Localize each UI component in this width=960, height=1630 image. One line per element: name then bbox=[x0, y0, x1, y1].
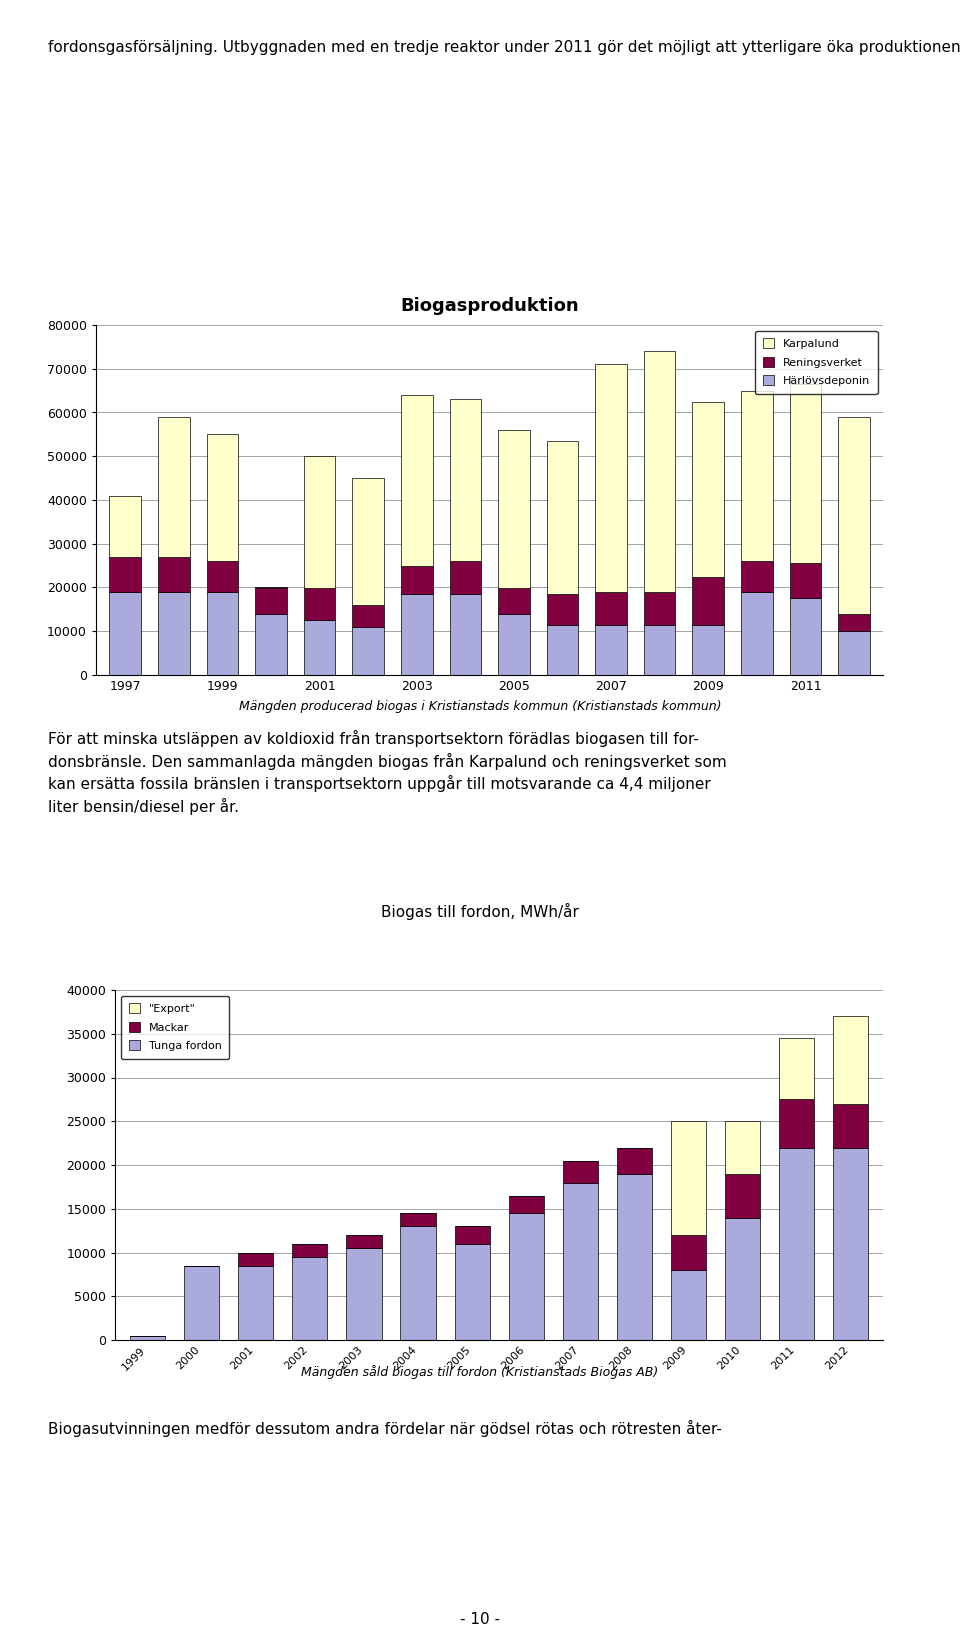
Bar bbox=[130, 1335, 165, 1340]
Bar bbox=[644, 624, 676, 675]
Bar bbox=[449, 399, 481, 561]
Text: - 10 -: - 10 - bbox=[460, 1612, 500, 1627]
Bar bbox=[401, 593, 433, 675]
Bar bbox=[158, 417, 189, 557]
Bar bbox=[206, 434, 238, 561]
Bar bbox=[400, 1226, 436, 1340]
Bar bbox=[303, 587, 335, 621]
Bar bbox=[741, 391, 773, 561]
Bar bbox=[184, 1265, 219, 1340]
Bar bbox=[546, 624, 578, 675]
Bar bbox=[449, 593, 481, 675]
Bar bbox=[206, 592, 238, 675]
Bar bbox=[109, 557, 141, 592]
Bar bbox=[238, 1252, 274, 1265]
Bar bbox=[293, 1244, 327, 1257]
Text: Mängden producerad biogas i Kristianstads kommun (Kristianstads kommun): Mängden producerad biogas i Kristianstad… bbox=[239, 699, 721, 712]
Bar bbox=[563, 1161, 598, 1182]
Text: Biogas till fordon, MWh/år: Biogas till fordon, MWh/år bbox=[381, 903, 579, 919]
Bar bbox=[109, 496, 141, 557]
Bar bbox=[455, 1226, 490, 1244]
Text: För att minska utsläppen av koldioxid från transportsektorn förädlas biogasen ti: För att minska utsläppen av koldioxid fr… bbox=[48, 730, 727, 815]
Bar bbox=[692, 577, 724, 624]
Bar bbox=[303, 456, 335, 587]
Bar bbox=[238, 1265, 274, 1340]
Bar bbox=[838, 631, 870, 675]
Bar bbox=[546, 442, 578, 593]
Bar bbox=[790, 598, 821, 675]
Bar bbox=[303, 621, 335, 675]
Text: fordonsgasförsäljning. Utbyggnaden med en tredje reaktor under 2011 gör det möjl: fordonsgasförsäljning. Utbyggnaden med e… bbox=[48, 41, 960, 55]
Bar bbox=[780, 1099, 814, 1148]
Bar bbox=[741, 561, 773, 592]
Bar bbox=[595, 624, 627, 675]
Legend: "Export", Mackar, Tunga fordon: "Export", Mackar, Tunga fordon bbox=[121, 996, 229, 1060]
Bar bbox=[255, 587, 287, 615]
Bar bbox=[449, 561, 481, 593]
Bar bbox=[498, 615, 530, 675]
Bar bbox=[498, 430, 530, 587]
Bar bbox=[563, 1182, 598, 1340]
Bar bbox=[671, 1121, 706, 1236]
Text: Mängden såld biogas till fordon (Kristianstads Biogas AB): Mängden såld biogas till fordon (Kristia… bbox=[301, 1364, 659, 1379]
Title: Biogasproduktion: Biogasproduktion bbox=[400, 297, 579, 315]
Bar bbox=[352, 605, 384, 628]
Text: Biogasutvinningen medför dessutom andra fördelar när gödsel rötas och rötresten : Biogasutvinningen medför dessutom andra … bbox=[48, 1420, 722, 1438]
Bar bbox=[352, 628, 384, 675]
Bar bbox=[401, 566, 433, 593]
Bar bbox=[498, 587, 530, 615]
Bar bbox=[401, 394, 433, 566]
Bar bbox=[255, 615, 287, 675]
Legend: Karpalund, Reningsverket, Härlövsdeponin: Karpalund, Reningsverket, Härlövsdeponin bbox=[755, 331, 877, 394]
Bar bbox=[347, 1236, 381, 1249]
Bar bbox=[617, 1174, 652, 1340]
Bar bbox=[617, 1148, 652, 1174]
Bar bbox=[347, 1249, 381, 1340]
Bar bbox=[595, 592, 627, 624]
Bar bbox=[671, 1270, 706, 1340]
Bar bbox=[780, 1148, 814, 1340]
Bar bbox=[833, 1104, 869, 1148]
Bar bbox=[644, 350, 676, 592]
Bar bbox=[833, 1148, 869, 1340]
Bar bbox=[509, 1196, 543, 1213]
Bar bbox=[455, 1244, 490, 1340]
Bar bbox=[109, 592, 141, 675]
Bar bbox=[644, 592, 676, 624]
Bar bbox=[400, 1213, 436, 1226]
Bar bbox=[692, 401, 724, 577]
Bar bbox=[158, 557, 189, 592]
Bar bbox=[725, 1218, 760, 1340]
Bar bbox=[671, 1236, 706, 1270]
Bar bbox=[780, 1038, 814, 1099]
Bar bbox=[725, 1121, 760, 1174]
Bar bbox=[725, 1174, 760, 1218]
Bar bbox=[509, 1213, 543, 1340]
Bar bbox=[790, 564, 821, 598]
Bar bbox=[595, 365, 627, 592]
Bar bbox=[833, 1015, 869, 1104]
Bar bbox=[838, 417, 870, 615]
Bar bbox=[546, 593, 578, 624]
Bar bbox=[692, 624, 724, 675]
Bar bbox=[741, 592, 773, 675]
Bar bbox=[158, 592, 189, 675]
Bar bbox=[838, 615, 870, 631]
Bar bbox=[352, 478, 384, 605]
Bar bbox=[206, 561, 238, 592]
Bar bbox=[293, 1257, 327, 1340]
Bar bbox=[790, 385, 821, 564]
